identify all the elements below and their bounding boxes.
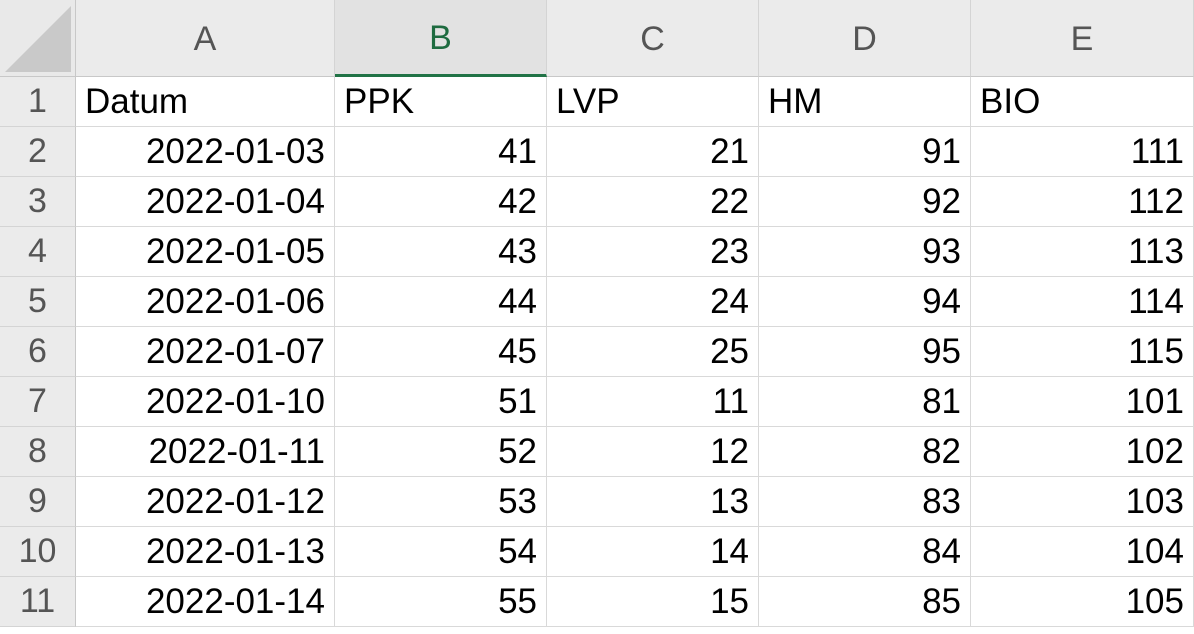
cell-e4[interactable]: 113	[971, 227, 1194, 277]
row-header-5[interactable]: 5	[0, 277, 76, 327]
cell-d8[interactable]: 82	[759, 427, 971, 477]
select-all-button[interactable]	[0, 0, 76, 77]
cell-a5[interactable]: 2022-01-06	[76, 277, 335, 327]
cell-b4[interactable]: 43	[335, 227, 547, 277]
cell-e2[interactable]: 111	[971, 127, 1194, 177]
cell-e11[interactable]: 105	[971, 577, 1194, 627]
cell-c8[interactable]: 12	[547, 427, 759, 477]
cell-c7[interactable]: 11	[547, 377, 759, 427]
cell-d3[interactable]: 92	[759, 177, 971, 227]
select-all-triangle-icon	[5, 6, 71, 72]
cell-c6[interactable]: 25	[547, 327, 759, 377]
cell-c5[interactable]: 24	[547, 277, 759, 327]
cell-c1[interactable]: LVP	[547, 77, 759, 127]
column-header-a[interactable]: A	[76, 0, 335, 77]
cell-a10[interactable]: 2022-01-13	[76, 527, 335, 577]
cell-b1[interactable]: PPK	[335, 77, 547, 127]
column-header-c[interactable]: C	[547, 0, 759, 77]
cell-c9[interactable]: 13	[547, 477, 759, 527]
column-header-d[interactable]: D	[759, 0, 971, 77]
cell-b7[interactable]: 51	[335, 377, 547, 427]
cell-b11[interactable]: 55	[335, 577, 547, 627]
cell-d4[interactable]: 93	[759, 227, 971, 277]
column-header-e[interactable]: E	[971, 0, 1194, 77]
cell-e6[interactable]: 115	[971, 327, 1194, 377]
cell-a7[interactable]: 2022-01-10	[76, 377, 335, 427]
row-header-4[interactable]: 4	[0, 227, 76, 277]
row-header-10[interactable]: 10	[0, 527, 76, 577]
cell-d6[interactable]: 95	[759, 327, 971, 377]
cell-b8[interactable]: 52	[335, 427, 547, 477]
cell-c2[interactable]: 21	[547, 127, 759, 177]
cell-e3[interactable]: 112	[971, 177, 1194, 227]
cell-b6[interactable]: 45	[335, 327, 547, 377]
cell-c3[interactable]: 22	[547, 177, 759, 227]
cell-a2[interactable]: 2022-01-03	[76, 127, 335, 177]
cell-c11[interactable]: 15	[547, 577, 759, 627]
cell-e1[interactable]: BIO	[971, 77, 1194, 127]
row-header-1[interactable]: 1	[0, 77, 76, 127]
cell-d7[interactable]: 81	[759, 377, 971, 427]
cell-d1[interactable]: HM	[759, 77, 971, 127]
cell-a11[interactable]: 2022-01-14	[76, 577, 335, 627]
cell-e10[interactable]: 104	[971, 527, 1194, 577]
row-header-11[interactable]: 11	[0, 577, 76, 627]
cell-e7[interactable]: 101	[971, 377, 1194, 427]
cell-d2[interactable]: 91	[759, 127, 971, 177]
cell-a1[interactable]: Datum	[76, 77, 335, 127]
cell-b2[interactable]: 41	[335, 127, 547, 177]
cell-c4[interactable]: 23	[547, 227, 759, 277]
cell-d9[interactable]: 83	[759, 477, 971, 527]
cell-a4[interactable]: 2022-01-05	[76, 227, 335, 277]
cell-c10[interactable]: 14	[547, 527, 759, 577]
row-header-2[interactable]: 2	[0, 127, 76, 177]
cell-e5[interactable]: 114	[971, 277, 1194, 327]
cell-a6[interactable]: 2022-01-07	[76, 327, 335, 377]
row-header-7[interactable]: 7	[0, 377, 76, 427]
cell-b10[interactable]: 54	[335, 527, 547, 577]
cell-d5[interactable]: 94	[759, 277, 971, 327]
cell-a3[interactable]: 2022-01-04	[76, 177, 335, 227]
row-header-6[interactable]: 6	[0, 327, 76, 377]
cell-e9[interactable]: 103	[971, 477, 1194, 527]
cell-b9[interactable]: 53	[335, 477, 547, 527]
cell-b5[interactable]: 44	[335, 277, 547, 327]
row-header-9[interactable]: 9	[0, 477, 76, 527]
cell-a8[interactable]: 2022-01-11	[76, 427, 335, 477]
column-header-b[interactable]: B	[335, 0, 547, 77]
cell-a9[interactable]: 2022-01-12	[76, 477, 335, 527]
cell-d10[interactable]: 84	[759, 527, 971, 577]
row-header-8[interactable]: 8	[0, 427, 76, 477]
cell-b3[interactable]: 42	[335, 177, 547, 227]
cell-d11[interactable]: 85	[759, 577, 971, 627]
cell-e8[interactable]: 102	[971, 427, 1194, 477]
row-header-3[interactable]: 3	[0, 177, 76, 227]
